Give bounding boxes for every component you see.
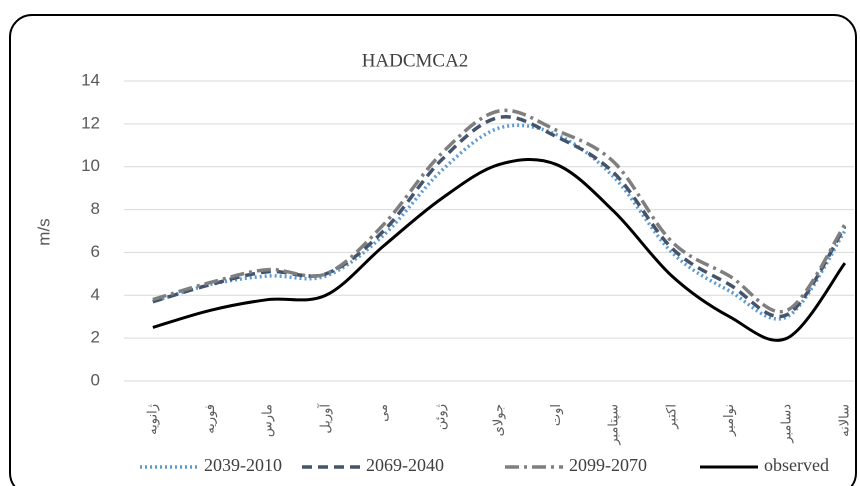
data-line bbox=[152, 115, 847, 319]
y-tick-label: 4 bbox=[91, 285, 100, 304]
x-tick-label: می bbox=[376, 404, 391, 422]
x-tick-label: سالانه bbox=[837, 404, 852, 437]
data-line bbox=[152, 108, 847, 314]
legend-label: 2099-2070 bbox=[569, 455, 647, 475]
x-tick-label: آوریل bbox=[316, 403, 333, 434]
legend-label: 2039-2010 bbox=[204, 455, 282, 475]
legend-label: 2069-2040 bbox=[366, 455, 444, 475]
y-tick-label: 10 bbox=[81, 156, 100, 175]
x-tick-label: اکتبر bbox=[664, 404, 679, 430]
y-axis-label: m/s bbox=[34, 218, 53, 245]
x-tick-label: نوامبر bbox=[722, 404, 737, 437]
x-tick-label: فوریه bbox=[203, 404, 218, 434]
x-tick-label: دسامبر bbox=[780, 404, 795, 444]
y-tick-label: 12 bbox=[81, 113, 100, 132]
y-tick-label: 2 bbox=[91, 328, 100, 347]
chart-frame bbox=[9, 14, 857, 486]
x-tick-label: ژانویه bbox=[145, 404, 160, 435]
y-tick-label: 0 bbox=[91, 370, 100, 389]
y-tick-label: 14 bbox=[81, 70, 100, 89]
y-tick-label: 6 bbox=[91, 242, 100, 261]
x-tick-label: جولای bbox=[491, 404, 506, 436]
chart-title: HADCMCA2 bbox=[362, 50, 469, 71]
y-tick-label: 8 bbox=[91, 199, 100, 218]
legend-label: observed bbox=[764, 455, 829, 475]
x-tick-label: اوت bbox=[549, 404, 564, 426]
x-tick-label: مارس bbox=[261, 404, 276, 437]
x-tick-label: سپتامبر bbox=[607, 404, 622, 446]
x-tick-label: ژوئن bbox=[434, 404, 449, 430]
data-line bbox=[152, 157, 847, 342]
data-line bbox=[152, 123, 847, 321]
